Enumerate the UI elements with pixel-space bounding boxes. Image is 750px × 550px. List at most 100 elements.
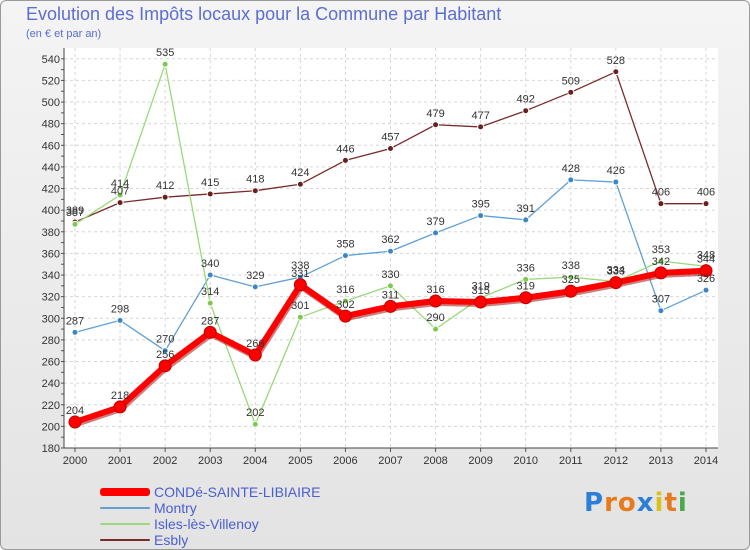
series-4-value-label: 319 — [517, 281, 535, 293]
series-4-value-label: 256 — [156, 349, 174, 361]
series-2-value-label: 340 — [201, 258, 219, 270]
logo-letter: P — [584, 488, 605, 518]
axes: 180 200 220 240 260 280 300 320 340 360 380 400 420 4… — [42, 48, 718, 467]
series-2-value-label: 329 — [246, 270, 264, 282]
y-tick-label: 400 — [42, 205, 60, 217]
series-1-point — [657, 200, 665, 208]
series-4-point — [248, 348, 262, 362]
series-3-point — [71, 220, 79, 228]
series-3-value-label: 334 — [607, 265, 625, 277]
series-3-point — [206, 299, 214, 307]
series-3-value-label: 330 — [381, 269, 399, 281]
series-2-value-label: 326 — [697, 273, 715, 285]
series-1-point — [612, 68, 620, 76]
legend-label: Esbly — [154, 532, 189, 548]
series-3-value-label: 338 — [562, 260, 580, 272]
y-tick-label: 300 — [42, 313, 60, 325]
series-1-point — [567, 88, 575, 96]
series-1-point — [296, 180, 304, 188]
series-1-point — [432, 121, 440, 129]
series-3-point — [341, 297, 349, 305]
series-3-value-label: 414 — [111, 178, 129, 190]
y-tick-label: 460 — [42, 140, 60, 152]
series-1-value-label: 389 — [66, 205, 84, 217]
x-tick-label: 2014 — [694, 455, 718, 467]
series-4-point — [293, 278, 307, 292]
y-tick-label: 200 — [42, 421, 60, 433]
series-4-value-label: 344 — [697, 254, 715, 266]
proxiti-logo: Proxiti — [584, 488, 688, 518]
series-3-value-label: 202 — [246, 407, 264, 419]
series-2-point — [251, 283, 259, 291]
series-2-point — [567, 176, 575, 184]
series-1-value-label: 406 — [652, 187, 670, 199]
series-3-value-label: 353 — [652, 244, 670, 256]
series-4-point — [564, 284, 578, 298]
series-2-value-label: 307 — [652, 294, 670, 306]
y-tick-label: 480 — [42, 119, 60, 131]
series-3-point — [657, 257, 665, 265]
x-tick-label: 2000 — [63, 455, 87, 467]
series-2-value-label: 379 — [426, 216, 444, 228]
series-4-point — [654, 266, 668, 280]
x-tick-label: 2001 — [108, 455, 132, 467]
series-1-point — [522, 107, 530, 115]
series-1-point — [702, 200, 710, 208]
series-1-point — [477, 123, 485, 131]
series-1-point — [251, 187, 259, 195]
x-tick-label: 2011 — [559, 455, 583, 467]
series-1-value-label: 407 — [111, 186, 129, 198]
series-2-value-label: 358 — [336, 239, 354, 251]
x-tick-label: 2005 — [288, 455, 312, 467]
series-4-point — [474, 295, 488, 309]
series-1-point — [206, 190, 214, 198]
logo-letter: i — [677, 488, 688, 518]
series-1-point — [161, 193, 169, 201]
series-4-point — [384, 299, 397, 313]
y-tick-label: 180 — [42, 443, 60, 455]
logo-letter: t — [664, 488, 678, 518]
series-3-point — [432, 325, 440, 333]
series-4-point — [609, 276, 623, 290]
series-2-value-label: 270 — [156, 334, 174, 346]
legend-swatch — [100, 523, 150, 525]
logo-letter: i — [654, 488, 665, 518]
x-tick-label: 2006 — [333, 455, 357, 467]
y-tick-label: 220 — [42, 400, 60, 412]
x-tick-label: 2009 — [468, 455, 492, 467]
series-1-value-label: 457 — [381, 132, 399, 144]
series-2-point — [341, 252, 349, 260]
logo-letter: r — [604, 488, 618, 518]
series-4-value-label: 311 — [382, 289, 400, 301]
series-4-value-label: 315 — [471, 285, 489, 297]
series-4-point — [113, 400, 127, 414]
series-1-point — [116, 199, 124, 207]
series-4-point — [158, 359, 172, 373]
series-2-point — [161, 347, 169, 355]
legend-label: Montry — [154, 500, 197, 516]
series-2-point — [612, 178, 620, 186]
series-3-value-label: 316 — [336, 284, 354, 296]
y-tick-label: 380 — [42, 227, 60, 239]
series-2-point — [71, 328, 79, 336]
series-4-point — [699, 264, 713, 278]
x-tick-label: 2010 — [513, 455, 537, 467]
x-tick-label: 2007 — [378, 455, 402, 467]
series-4-point — [203, 325, 217, 339]
y-tick-label: 360 — [42, 248, 60, 260]
series-3-point — [296, 313, 304, 321]
series-3-point — [522, 275, 530, 283]
series-2-value-label: 426 — [607, 165, 625, 177]
series-2-point — [702, 286, 710, 294]
series-1-value-label: 418 — [246, 174, 264, 186]
chart-subtitle: (en € et par an) — [26, 28, 102, 40]
series-1-value-label: 446 — [336, 143, 354, 155]
series-3-point — [161, 60, 169, 68]
logo-letter: x — [636, 488, 655, 518]
x-tick-label: 2013 — [649, 455, 673, 467]
x-tick-label: 2003 — [198, 455, 222, 467]
legend-swatch — [100, 539, 150, 541]
series-2-point — [477, 212, 485, 220]
y-tick-label: 340 — [42, 270, 60, 282]
